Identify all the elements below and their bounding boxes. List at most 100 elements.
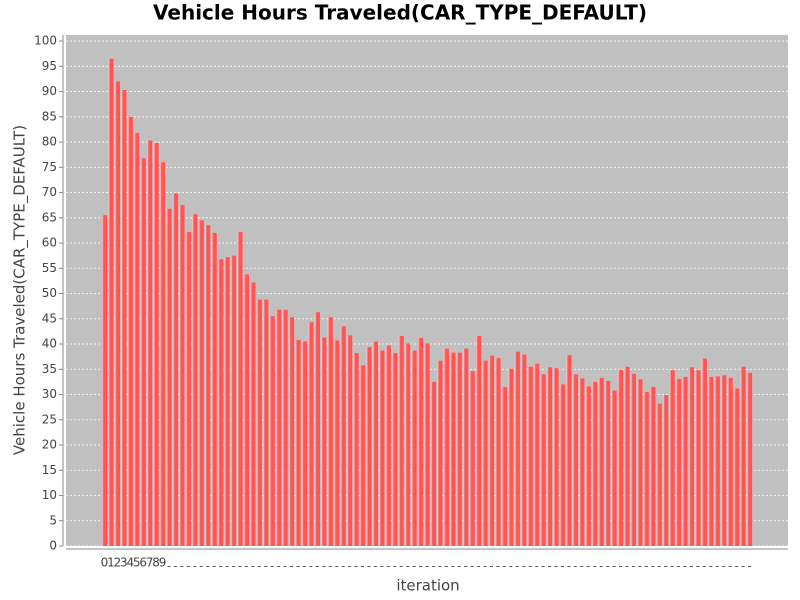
bar <box>630 373 636 546</box>
truncated-label <box>199 566 203 567</box>
truncated-label <box>193 566 197 567</box>
bar <box>321 337 327 546</box>
truncated-label <box>702 566 706 567</box>
x-tick-label: 1 <box>107 556 115 570</box>
y-tick-label: 80 <box>42 135 57 149</box>
truncated-label <box>625 566 629 567</box>
bar <box>179 205 185 546</box>
truncated-label <box>180 566 184 567</box>
truncated-label <box>709 566 713 567</box>
bar <box>534 363 540 546</box>
truncated-label <box>225 566 229 567</box>
y-tick-label: 30 <box>42 387 57 401</box>
y-tick-label: 25 <box>42 412 57 426</box>
truncated-label <box>335 566 339 567</box>
truncated-label <box>580 566 584 567</box>
truncated-label <box>573 566 577 567</box>
truncated-label <box>677 566 681 567</box>
bar <box>392 353 398 546</box>
chart-title: Vehicle Hours Traveled(CAR_TYPE_DEFAULT) <box>153 1 647 25</box>
bar <box>243 274 249 546</box>
truncated-label <box>741 566 745 567</box>
bar <box>559 384 566 546</box>
bar <box>450 352 456 546</box>
truncated-label <box>296 566 300 567</box>
bar <box>185 231 191 546</box>
truncated-label <box>593 566 597 567</box>
truncated-label <box>270 566 274 567</box>
bar <box>114 81 120 547</box>
bar <box>108 58 114 547</box>
truncated-label <box>464 566 468 567</box>
bar <box>198 220 204 547</box>
bar <box>611 390 617 546</box>
truncated-label <box>670 566 674 567</box>
truncated-label <box>548 566 552 567</box>
truncated-label <box>361 566 364 567</box>
bar <box>353 353 359 546</box>
truncated-label <box>290 566 294 567</box>
bar <box>314 312 320 546</box>
bar <box>166 208 172 547</box>
bar <box>121 90 127 546</box>
bar <box>656 403 662 546</box>
truncated-label <box>348 566 352 567</box>
truncated-label <box>728 566 732 567</box>
bar <box>347 335 353 546</box>
bar <box>708 376 714 546</box>
truncated-label <box>631 566 635 567</box>
bar <box>566 355 572 546</box>
bar <box>230 255 237 546</box>
truncated-label <box>638 566 642 567</box>
bar <box>488 355 495 546</box>
bar <box>134 132 140 546</box>
bar <box>443 348 449 546</box>
truncated-label <box>554 566 558 567</box>
bar <box>514 351 520 546</box>
bar <box>585 386 591 546</box>
bar <box>359 365 366 546</box>
truncated-label <box>606 566 610 567</box>
truncated-label <box>354 566 358 567</box>
x-tick-label: 4 <box>126 556 134 570</box>
truncated-label <box>528 566 532 567</box>
bar <box>669 370 675 546</box>
truncated-label <box>341 566 345 567</box>
x-tick-label: 5 <box>133 556 141 570</box>
bar <box>508 368 514 546</box>
truncated-label <box>586 566 590 567</box>
truncated-label <box>477 566 481 567</box>
bar <box>579 378 585 546</box>
bar <box>211 232 217 546</box>
truncated-label <box>522 566 526 567</box>
bar <box>224 257 230 546</box>
bar <box>521 354 527 546</box>
truncated-label <box>399 566 403 567</box>
truncated-label <box>315 566 319 567</box>
bar <box>469 371 475 546</box>
bar <box>101 215 108 546</box>
truncated-label <box>683 566 687 567</box>
bar <box>159 162 166 546</box>
bar <box>301 341 308 546</box>
y-tick-label: 90 <box>42 84 57 98</box>
truncated-label <box>502 566 506 567</box>
truncated-label <box>715 566 719 567</box>
bar <box>192 214 198 546</box>
bar <box>282 309 288 546</box>
bar <box>263 299 269 546</box>
bar <box>172 193 179 546</box>
bar <box>379 350 385 546</box>
truncated-label <box>644 566 648 567</box>
truncated-label <box>496 566 500 567</box>
bar <box>437 360 443 546</box>
bar <box>218 259 224 546</box>
bar <box>592 381 598 546</box>
truncated-label <box>425 566 429 567</box>
truncated-label <box>322 566 326 567</box>
truncated-label <box>515 566 519 567</box>
y-tick-label: 40 <box>42 337 57 351</box>
bar <box>256 299 262 546</box>
bar <box>205 225 211 546</box>
